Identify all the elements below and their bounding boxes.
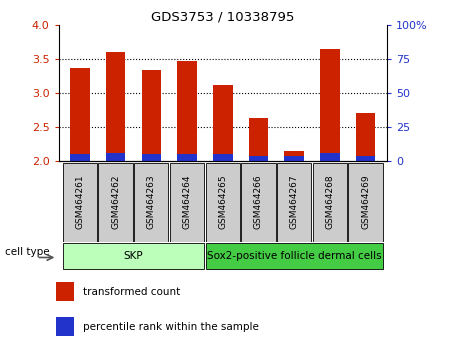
Text: GSM464267: GSM464267: [290, 175, 299, 229]
FancyBboxPatch shape: [63, 162, 97, 242]
Bar: [70, 68, 90, 161]
Bar: [141, 154, 161, 161]
FancyBboxPatch shape: [313, 162, 347, 242]
Bar: [249, 156, 268, 161]
FancyBboxPatch shape: [134, 162, 168, 242]
Bar: [177, 61, 197, 161]
Bar: [249, 118, 268, 161]
Bar: [320, 48, 340, 161]
Bar: [356, 113, 375, 161]
Bar: [356, 156, 375, 161]
Text: GSM464264: GSM464264: [183, 175, 192, 229]
FancyBboxPatch shape: [206, 243, 382, 269]
Bar: [284, 151, 304, 161]
FancyBboxPatch shape: [63, 243, 204, 269]
Title: GDS3753 / 10338795: GDS3753 / 10338795: [151, 11, 294, 24]
Text: GSM464263: GSM464263: [147, 175, 156, 229]
Text: GSM464261: GSM464261: [76, 175, 85, 229]
Text: GSM464269: GSM464269: [361, 175, 370, 229]
Text: SKP: SKP: [124, 251, 143, 261]
FancyBboxPatch shape: [277, 162, 311, 242]
Bar: [213, 85, 233, 161]
Bar: [213, 154, 233, 161]
Text: transformed count: transformed count: [82, 287, 180, 297]
Bar: [284, 156, 304, 161]
FancyBboxPatch shape: [99, 162, 133, 242]
Text: GSM464262: GSM464262: [111, 175, 120, 229]
Text: GSM464268: GSM464268: [325, 175, 334, 229]
Text: Sox2-positive follicle dermal cells: Sox2-positive follicle dermal cells: [207, 251, 382, 261]
Text: GSM464266: GSM464266: [254, 175, 263, 229]
Text: GSM464265: GSM464265: [218, 175, 227, 229]
Bar: [56, 318, 74, 336]
Bar: [106, 153, 126, 161]
Bar: [177, 154, 197, 161]
FancyBboxPatch shape: [348, 162, 382, 242]
Bar: [106, 52, 126, 161]
Bar: [56, 282, 74, 301]
Text: percentile rank within the sample: percentile rank within the sample: [82, 321, 258, 332]
Bar: [320, 153, 340, 161]
Text: cell type: cell type: [4, 247, 50, 257]
Bar: [70, 154, 90, 161]
Bar: [141, 70, 161, 161]
FancyBboxPatch shape: [170, 162, 204, 242]
FancyBboxPatch shape: [241, 162, 275, 242]
FancyBboxPatch shape: [206, 162, 240, 242]
